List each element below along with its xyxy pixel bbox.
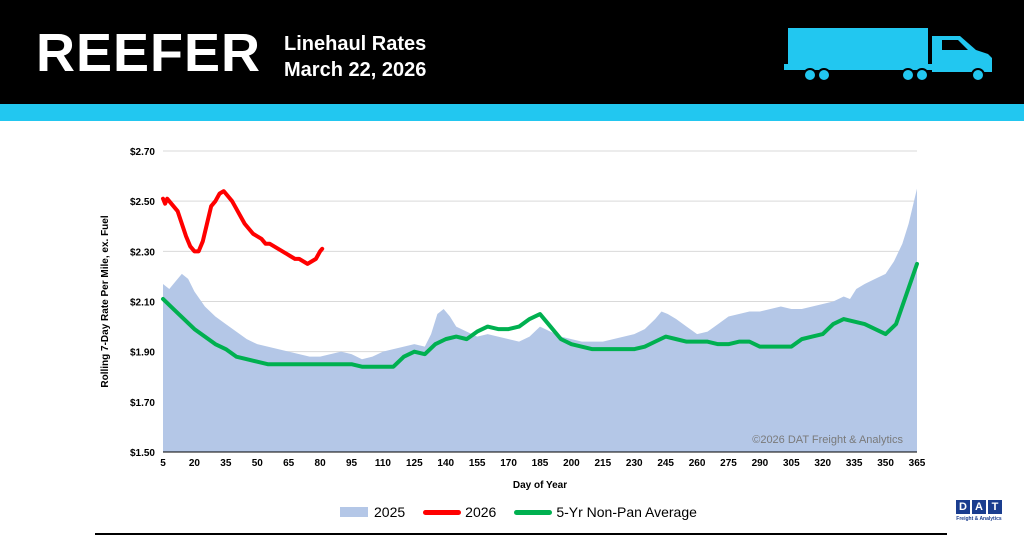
linehaul-rate-chart: $1.50 $1.70 $1.90 $2.10 $2.30 $2.50 $2.70 5 20 35…	[100, 147, 926, 491]
x-tick-label: 110	[375, 458, 392, 469]
x-tick-label: 20	[189, 458, 201, 469]
x-tick-label: 305	[783, 458, 800, 469]
logo-letter-a: A	[972, 500, 986, 514]
x-tick-label: 365	[909, 458, 926, 469]
report-subtitle: Linehaul Rates	[284, 33, 427, 55]
accent-stripe	[0, 104, 1024, 121]
y-tick-label: $2.50	[130, 197, 155, 208]
x-tick-label: 125	[406, 458, 423, 469]
logo-tagline: Freight & Analytics	[956, 516, 1002, 522]
series-2026-line	[161, 189, 325, 266]
x-axis-title: Day of Year	[513, 480, 567, 491]
y-tick-label: $1.70	[130, 398, 155, 409]
series-5yr-average-line	[161, 261, 919, 369]
legend-swatch-2026	[423, 509, 462, 515]
x-tick-label: 215	[594, 458, 611, 469]
legend-label-2026: 2026	[465, 504, 497, 520]
x-tick-label: 155	[469, 458, 486, 469]
legend-label-5yr-average: 5-Yr Non-Pan Average	[556, 504, 697, 520]
y-tick-label: $1.90	[130, 348, 155, 359]
x-tick-label: 290	[752, 458, 769, 469]
x-tick-label: 35	[220, 458, 232, 469]
chart-watermark: ©2026 DAT Freight & Analytics	[752, 434, 903, 446]
x-tick-label: 245	[657, 458, 674, 469]
logo-letter-d: D	[956, 500, 970, 514]
x-tick-label: 50	[252, 458, 264, 469]
legend-swatch-5yr-average	[514, 509, 553, 515]
series-2025-area	[163, 188, 917, 452]
y-tick-label: $2.30	[130, 247, 155, 258]
y-axis-title: Rolling 7-Day Rate Per Mile, ex. Fuel	[100, 215, 111, 387]
x-tick-label: 230	[626, 458, 643, 469]
x-tick-label: 275	[720, 458, 737, 469]
legend-item-2025: 2025	[340, 504, 405, 520]
semi-truck-icon	[784, 28, 992, 82]
x-tick-label: 170	[500, 458, 517, 469]
legend-label-2025: 2025	[374, 504, 406, 520]
y-tick-label: $1.50	[130, 448, 155, 459]
logo-letter-t: T	[988, 500, 1002, 514]
x-tick-label: 200	[563, 458, 580, 469]
x-tick-label: 140	[437, 458, 454, 469]
x-tick-label: 95	[346, 458, 358, 469]
dat-logo: D A T Freight & Analytics	[955, 500, 1003, 526]
x-tick-label: 320	[814, 458, 831, 469]
x-tick-label: 350	[877, 458, 894, 469]
page-title: REEFER	[36, 23, 262, 83]
chart-legend: 2025 2026 5-Yr Non-Pan Average	[340, 502, 715, 522]
legend-swatch-2025	[340, 507, 368, 517]
footer-rule	[95, 533, 947, 535]
report-date: March 22, 2026	[284, 59, 427, 81]
x-tick-label: 185	[532, 458, 549, 469]
legend-item-2026: 2026	[423, 504, 496, 520]
x-tick-label: 80	[315, 458, 327, 469]
legend-item-5yr-average: 5-Yr Non-Pan Average	[514, 504, 697, 520]
y-tick-label: $2.10	[130, 298, 155, 309]
y-tick-label: $2.70	[130, 147, 155, 158]
x-tick-label: 260	[689, 458, 706, 469]
x-tick-label: 65	[283, 458, 295, 469]
x-tick-label: 335	[846, 458, 863, 469]
x-tick-label: 5	[160, 458, 166, 469]
